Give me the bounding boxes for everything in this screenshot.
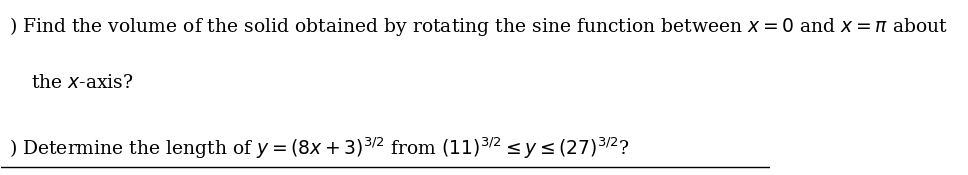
Text: ) Find the volume of the solid obtained by rotating the sine function between $x: ) Find the volume of the solid obtained …: [9, 15, 948, 38]
Text: the $x$-axis?: the $x$-axis?: [31, 74, 134, 92]
Text: ) Determine the length of $y = (8x + 3)^{3/2}$ from $(11)^{3/2} \leq y \leq (27): ) Determine the length of $y = (8x + 3)^…: [9, 136, 630, 161]
